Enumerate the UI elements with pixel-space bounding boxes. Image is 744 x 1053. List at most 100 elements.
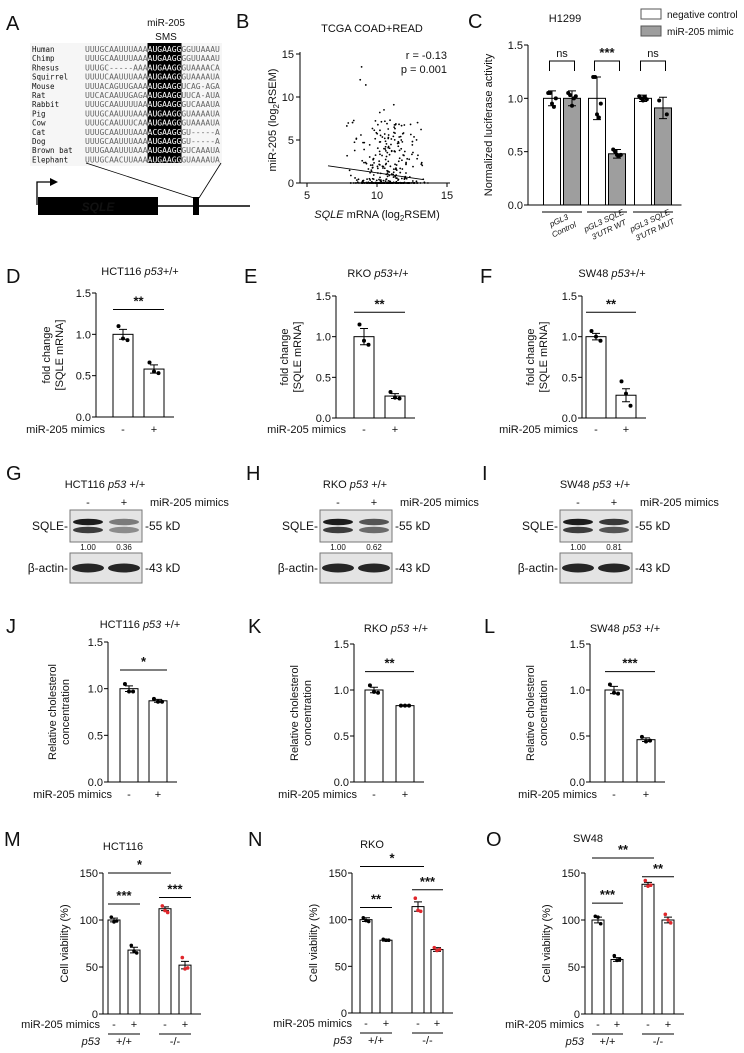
species-name: Mouse <box>32 82 55 91</box>
data-point <box>384 158 387 161</box>
sequence-post: GGUUAAAU <box>181 54 220 63</box>
alignment-background <box>30 43 222 166</box>
alignment-row: Cow UUUGCAAUUUCAAAUGAAGGGUAAAAUA <box>32 119 220 128</box>
data-point <box>663 912 668 917</box>
treatment-label: miR-205 mimics <box>518 789 597 801</box>
sequence: UUUGCAACUUAAAAUGAAGGGUAAAAUA <box>85 155 220 164</box>
treatment-symbol: - <box>364 1018 368 1030</box>
sequence-pre: UUUGAAAUUUAAA <box>85 146 148 155</box>
data-point <box>437 947 442 952</box>
data-point <box>639 734 644 739</box>
data-point <box>399 182 402 184</box>
y-tick-label: 0.0 <box>316 413 331 425</box>
chart-title-part: +/+ <box>409 623 428 635</box>
data-point <box>368 177 371 180</box>
data-point <box>163 908 167 913</box>
data-point <box>375 131 378 134</box>
y-tick-label: 1.5 <box>76 288 91 300</box>
data-point <box>392 131 395 134</box>
treatment-label: miR-205 mimics <box>33 789 112 801</box>
chart-title-part: p53 <box>390 623 410 635</box>
bar <box>359 919 373 1014</box>
data-point <box>402 132 405 134</box>
trend-line <box>327 165 424 181</box>
bar <box>661 919 675 1015</box>
sequence-pre: UUUGCAACUUAAA <box>85 155 148 164</box>
panel-c: C H1299 0.0 0.5 1.0 1.5 Normalized luciferase … <box>468 8 738 243</box>
data-point <box>382 167 384 169</box>
alignment-row: Cat UUUGCAAUUUAAAACGAAGGGU-----A <box>32 128 220 137</box>
sequence-seed: AUGAAGG <box>148 63 182 72</box>
data-point <box>423 181 426 184</box>
bar <box>563 97 581 206</box>
sequence: UUUGC-----AAAAUGAAGGGUAAAACA <box>85 63 220 72</box>
data-point <box>364 918 368 923</box>
y-tick-label: 150 <box>562 868 580 880</box>
data-point <box>657 98 662 103</box>
treatment-symbol: + <box>392 424 398 436</box>
data-point <box>403 150 406 153</box>
alignment-row: Pig UUUGCAAUUUAAAAUGAAGGGUAAAAUA <box>32 109 220 118</box>
panel-label: L <box>484 616 495 638</box>
treatment-label: miR-205 mimics <box>505 1019 584 1031</box>
data-point <box>641 98 645 103</box>
panel-k: K RKO p53 +/+ 0.0 0.5 1.0 1.5 Relative cholest… <box>248 616 428 801</box>
data-point <box>383 182 385 184</box>
data-point <box>376 147 379 150</box>
significance-label: * <box>389 850 395 865</box>
y-axis-label: fold change <box>41 327 53 384</box>
blot-title-part: HCT116 <box>65 479 108 491</box>
sequence-seed: AUGAAGG <box>148 100 182 109</box>
treatment-symbol: + <box>665 1019 671 1031</box>
data-point <box>392 168 395 171</box>
y-tick-label: 0.0 <box>76 412 91 424</box>
data-point <box>415 139 418 141</box>
data-point <box>386 182 389 184</box>
species-name: Cat <box>32 128 46 137</box>
data-point <box>612 690 616 695</box>
treatment-label: miR-205 mimics <box>273 1018 352 1030</box>
y-axis-label: Cell viability (%) <box>59 904 71 982</box>
data-point <box>361 159 364 162</box>
bar <box>158 908 172 1015</box>
data-point <box>394 175 397 178</box>
data-point <box>366 342 371 347</box>
y-tick-label: 50 <box>335 961 347 973</box>
species-name: Cow <box>32 119 46 128</box>
data-point <box>376 690 381 695</box>
y-axis-label: miR-205 (log2RSEM) <box>267 69 281 172</box>
data-point <box>402 154 405 156</box>
data-point <box>399 167 402 170</box>
data-point <box>386 170 389 173</box>
data-point <box>393 138 396 141</box>
blot-title-part: RKO <box>323 479 350 491</box>
sequence-post: UUCA-AUA <box>181 91 220 100</box>
treatment-symbol: - <box>163 1019 167 1031</box>
data-point <box>379 176 381 179</box>
chart-title-part: RKO <box>347 268 374 280</box>
data-point <box>387 160 390 163</box>
data-point <box>363 161 365 164</box>
panel-label: K <box>248 616 262 638</box>
sequence: UUUGCAAUUUAAAAUGAAGGGGUUAAAU <box>85 45 220 54</box>
data-point <box>385 142 388 145</box>
data-point <box>386 122 388 125</box>
protein-band <box>599 518 629 526</box>
chart-title-part: +/+ <box>641 623 660 635</box>
y-tick-label: 0 <box>574 1009 580 1021</box>
species-name: Rabbit <box>32 100 59 109</box>
band-quantification: 0.36 <box>116 543 132 552</box>
data-point <box>378 178 380 181</box>
data-point <box>364 161 367 164</box>
sequence: UUUGCAAUUUAAAAUGAAGGGUAAAAUA <box>85 109 220 118</box>
data-point <box>384 145 387 148</box>
significance-label: ** <box>606 296 617 311</box>
data-point <box>382 165 385 168</box>
panel-g: G HCT116 p53 +/+ - + miR-205 mimics SQLE- -55 … <box>6 463 229 584</box>
data-point <box>390 150 393 153</box>
y-tick-label: 1.0 <box>76 329 91 341</box>
chart-title-part: SW48 <box>590 623 623 635</box>
data-point <box>409 133 412 136</box>
